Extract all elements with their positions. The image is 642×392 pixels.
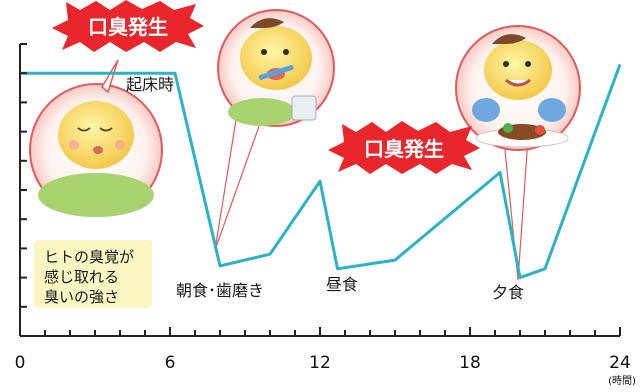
bad-breath-burst-1: 口臭発生: [52, 0, 204, 52]
label-dinner: 夕食: [492, 283, 524, 302]
x-tick-label: 24: [609, 353, 631, 373]
x-axis-unit: (時間): [608, 375, 636, 387]
label-lunch: 昼食: [326, 275, 358, 294]
eating-face-icon: [455, 25, 581, 281]
label-wake: 起床時: [126, 75, 174, 94]
x-tick-label: 6: [165, 353, 176, 373]
x-tick-label: 12: [309, 353, 331, 373]
threshold-note: ヒトの臭覚が 感じ取れる 臭いの強さ: [34, 240, 152, 308]
bad-breath-burst-1-text: 口臭発生: [88, 15, 168, 39]
x-tick-label: 0: [15, 353, 26, 373]
label-breakfast: 朝食･歯磨き: [176, 281, 264, 300]
threshold-note-line-2: 感じ取れる: [44, 268, 119, 286]
brushing-teeth-face-icon: [214, 9, 335, 251]
bad-breath-burst-2: 口臭発生: [328, 121, 480, 174]
sleeping-face-icon: [29, 59, 163, 217]
x-tick-label: 18: [459, 353, 481, 373]
threshold-note-line-3: 臭いの強さ: [44, 288, 119, 306]
bad-breath-burst-2-text: 口臭発生: [364, 137, 444, 161]
axes: 0 6 12 18 24: [15, 43, 631, 373]
threshold-note-line-1: ヒトの臭覚が: [44, 248, 134, 266]
